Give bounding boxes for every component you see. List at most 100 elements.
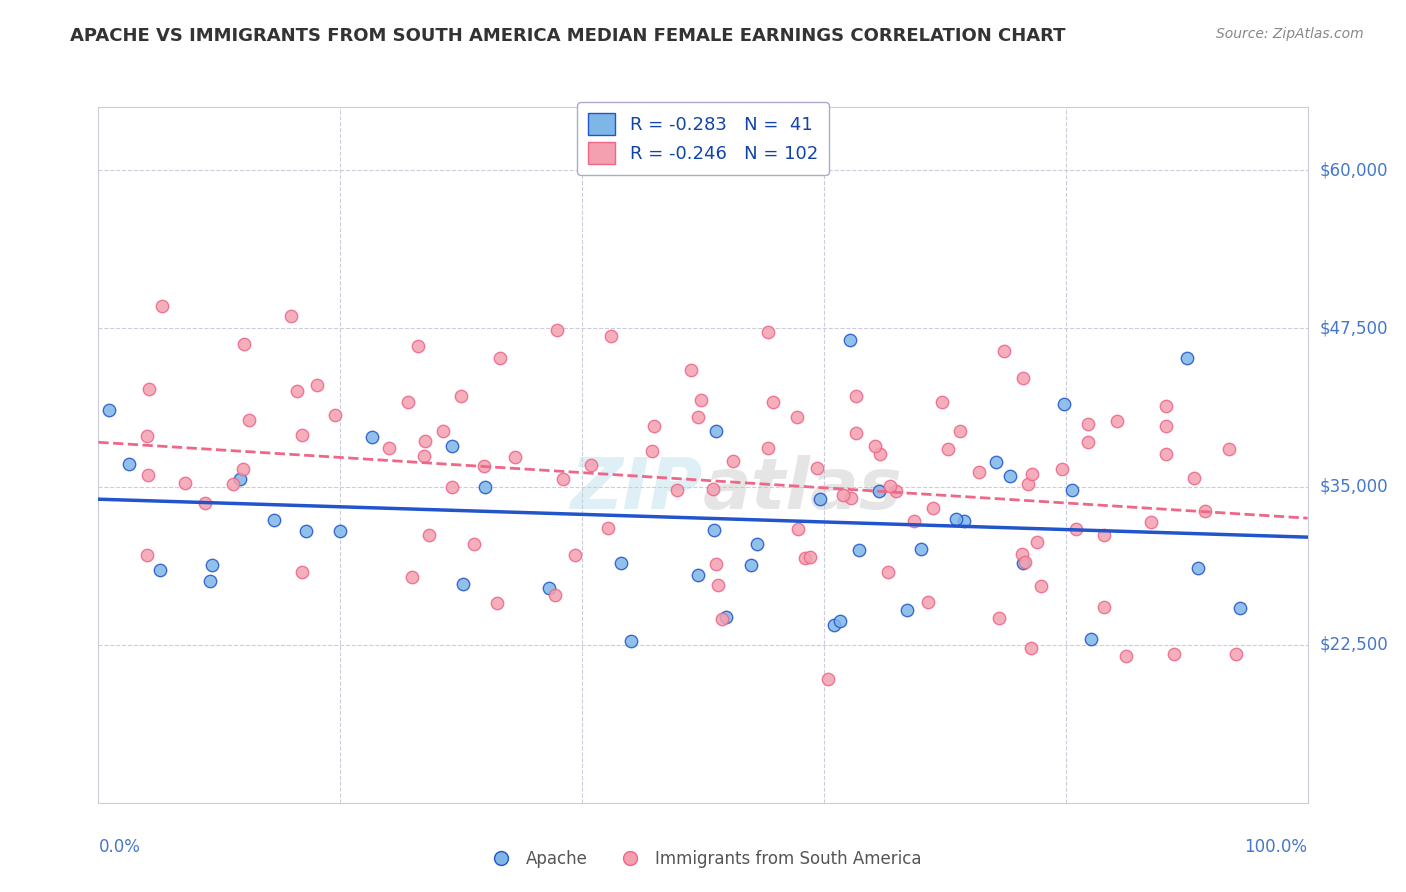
Point: [291, 566, 314, 580]
Point: [745, 536, 768, 550]
Point: [1052, 397, 1074, 411]
Point: [1187, 561, 1209, 575]
Point: [1175, 351, 1198, 365]
Point: [949, 424, 972, 438]
Point: [401, 570, 423, 584]
Point: [703, 524, 725, 538]
Point: [221, 477, 243, 491]
Point: [198, 574, 221, 589]
Point: [413, 434, 436, 448]
Point: [832, 488, 855, 502]
Point: [799, 549, 821, 564]
Point: [150, 299, 173, 313]
Point: [830, 614, 852, 628]
Point: [232, 461, 254, 475]
Point: [988, 611, 1011, 625]
Point: [194, 496, 217, 510]
Point: [118, 457, 141, 471]
Point: [1000, 468, 1022, 483]
Point: [432, 424, 454, 438]
Point: [485, 596, 508, 610]
Point: [863, 439, 886, 453]
Point: [806, 461, 828, 475]
Point: [378, 441, 401, 455]
Point: [149, 563, 172, 577]
Point: [1154, 399, 1177, 413]
Point: [285, 384, 308, 398]
Point: [679, 363, 702, 377]
Point: [1050, 461, 1073, 475]
Point: [229, 472, 252, 486]
Point: [413, 449, 436, 463]
Point: [643, 418, 665, 433]
Point: [546, 323, 568, 337]
Point: [579, 458, 602, 472]
Point: [238, 413, 260, 427]
Point: [136, 468, 159, 483]
Point: [740, 558, 762, 573]
Point: [1014, 555, 1036, 569]
Point: [98, 403, 121, 417]
Point: [1012, 556, 1035, 570]
Point: [702, 483, 724, 497]
Point: [917, 595, 939, 609]
Point: [1115, 648, 1137, 663]
Point: [1182, 471, 1205, 485]
Point: [666, 483, 689, 498]
Point: [845, 425, 868, 440]
Point: [1218, 442, 1240, 457]
Point: [921, 500, 943, 515]
Point: [1225, 647, 1247, 661]
Point: [503, 450, 526, 464]
Point: [396, 394, 419, 409]
Point: [1026, 534, 1049, 549]
Point: [173, 476, 195, 491]
Point: [620, 634, 643, 648]
Point: [903, 514, 925, 528]
Point: [721, 454, 744, 468]
Point: [1229, 601, 1251, 615]
Point: [361, 430, 384, 444]
Point: [295, 524, 318, 538]
Point: [263, 513, 285, 527]
Text: APACHE VS IMMIGRANTS FROM SOUTH AMERICA MEDIAN FEMALE EARNINGS CORRELATION CHART: APACHE VS IMMIGRANTS FROM SOUTH AMERICA …: [70, 27, 1066, 45]
Point: [1092, 599, 1115, 614]
Point: [135, 429, 157, 443]
Point: [201, 558, 224, 572]
Point: [756, 441, 779, 455]
Point: [1163, 647, 1185, 661]
Point: [686, 409, 709, 424]
Point: [869, 447, 891, 461]
Point: [823, 618, 845, 632]
Point: [787, 522, 810, 536]
Point: [967, 465, 990, 479]
Point: [1029, 579, 1052, 593]
Point: [879, 479, 901, 493]
Point: [884, 483, 907, 498]
Point: [544, 588, 567, 602]
Point: [794, 550, 817, 565]
Text: $60,000: $60,000: [1320, 161, 1388, 179]
Point: [1077, 417, 1099, 432]
Point: [945, 512, 967, 526]
Point: [553, 471, 575, 485]
Point: [489, 351, 512, 365]
Point: [993, 343, 1015, 358]
Point: [307, 378, 329, 392]
Point: [564, 548, 586, 562]
Point: [896, 603, 918, 617]
Point: [472, 458, 495, 473]
Point: [325, 408, 347, 422]
Point: [441, 439, 464, 453]
Point: [451, 577, 474, 591]
Point: [688, 567, 710, 582]
Point: [1194, 503, 1216, 517]
Point: [690, 392, 713, 407]
Point: [1077, 434, 1099, 449]
Point: [1019, 641, 1042, 656]
Point: [711, 612, 734, 626]
Point: [450, 389, 472, 403]
Point: [931, 395, 953, 409]
Point: [463, 537, 485, 551]
Legend: Apache, Immigrants from South America: Apache, Immigrants from South America: [478, 844, 928, 875]
